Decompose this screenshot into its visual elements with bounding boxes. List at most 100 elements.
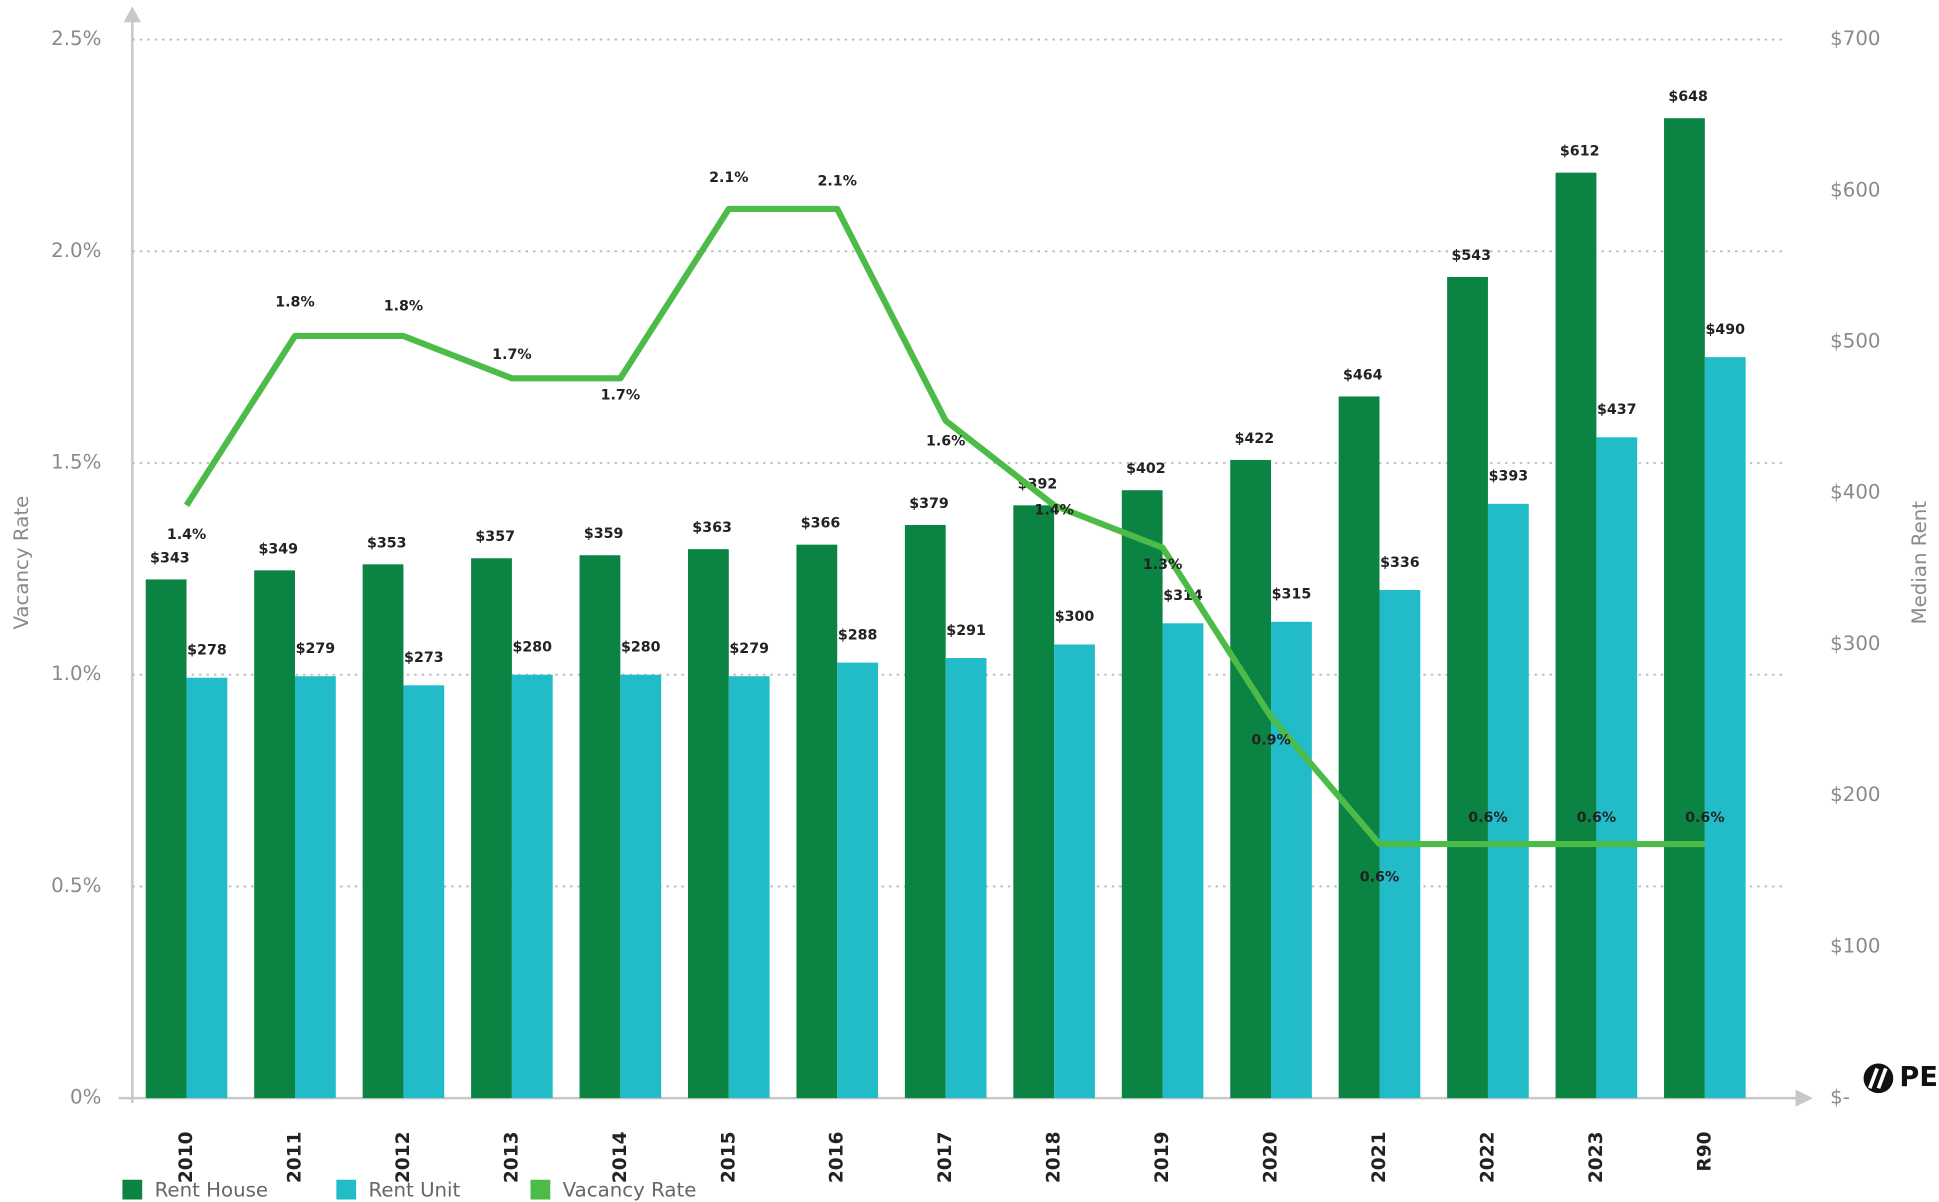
bar <box>620 674 662 1099</box>
x-tick-label: 2011 <box>284 1132 305 1184</box>
data-label: 0.6% <box>1468 810 1507 826</box>
x-tick-label: 2021 <box>1369 1132 1390 1184</box>
legend-label: Rent House <box>155 1178 269 1201</box>
x-tick-label: 2010 <box>176 1132 197 1184</box>
legend-swatch <box>336 1179 357 1200</box>
bar <box>1447 276 1488 1099</box>
bar <box>945 658 987 1099</box>
y-tick-label: 2.0% <box>51 239 101 262</box>
x-tick-label: 2014 <box>610 1131 631 1183</box>
y2-tick-label: $- <box>1830 1086 1850 1109</box>
data-label: $393 <box>1489 469 1529 485</box>
legend-label: Vacancy Rate <box>563 1178 697 1201</box>
legend-label: Rent Unit <box>369 1178 461 1201</box>
data-label: $280 <box>621 639 661 655</box>
bar <box>471 558 512 1099</box>
bar <box>728 676 770 1099</box>
y-tick-label: 0% <box>70 1086 101 1109</box>
y-tick-label: 1.5% <box>51 450 101 473</box>
logo-mark <box>1868 1067 1888 1089</box>
y2-tick-label: $500 <box>1830 330 1880 353</box>
data-label: 1.8% <box>384 298 423 314</box>
y2-tick-label: $600 <box>1830 178 1880 201</box>
logo-text: PE <box>1899 1062 1938 1093</box>
y-tick-label: 2.5% <box>51 27 101 50</box>
x-tick-label: 2020 <box>1261 1132 1282 1184</box>
y-axis-title: Vacancy Rate <box>10 496 33 630</box>
y2-tick-label: $100 <box>1830 934 1880 957</box>
data-label: 1.7% <box>601 388 640 404</box>
data-label: $315 <box>1272 587 1312 603</box>
bar <box>837 662 879 1099</box>
bar <box>1596 437 1638 1099</box>
bar <box>186 677 228 1099</box>
data-label: 1.7% <box>492 347 531 363</box>
data-label: $357 <box>475 529 515 545</box>
bar <box>1230 459 1272 1099</box>
data-label: $353 <box>367 535 407 551</box>
x-tick-label: 2019 <box>1152 1132 1173 1184</box>
legend-swatch <box>122 1179 143 1200</box>
bar <box>1664 118 1705 1099</box>
bar <box>1013 505 1055 1099</box>
line <box>183 205 1705 848</box>
data-label: $291 <box>946 623 986 639</box>
data-label: 0.6% <box>1577 810 1616 826</box>
y2-tick-label: $400 <box>1830 481 1880 504</box>
x-axis-arrow <box>1795 1089 1813 1107</box>
data-label: $288 <box>838 627 878 643</box>
x-tick-label: 2023 <box>1586 1132 1607 1184</box>
bar <box>1162 623 1204 1099</box>
data-label: $336 <box>1380 555 1420 571</box>
data-label: 1.6% <box>926 434 965 450</box>
y2-tick-label: $300 <box>1830 632 1880 655</box>
x-tick-label: 2012 <box>393 1132 414 1184</box>
y-axis-arrow <box>123 6 141 23</box>
x-tick-label: 2018 <box>1044 1132 1065 1184</box>
y2-axis-title: Median Rent <box>1908 501 1931 625</box>
brand-logo: PE <box>1863 1062 1938 1094</box>
data-label: $279 <box>296 641 336 657</box>
bar <box>687 549 729 1099</box>
data-label: $363 <box>692 520 732 536</box>
x-tick-label: 2017 <box>935 1132 956 1184</box>
bar <box>1121 490 1163 1099</box>
bar <box>1704 357 1746 1099</box>
legend-swatch <box>530 1179 551 1200</box>
data-label: 2.1% <box>818 174 857 190</box>
x-tick-label: R90 <box>1694 1132 1715 1172</box>
bar <box>511 674 553 1099</box>
y-tick-label: 0.5% <box>51 874 101 897</box>
data-label: $280 <box>513 639 553 655</box>
bar <box>579 555 621 1099</box>
data-label: $612 <box>1560 144 1600 160</box>
bar <box>403 685 445 1099</box>
bar <box>796 544 838 1099</box>
bar <box>294 676 336 1099</box>
data-label: $359 <box>584 526 624 542</box>
data-label: $543 <box>1451 248 1491 264</box>
data-label: $437 <box>1597 402 1637 418</box>
data-label: $402 <box>1126 461 1166 477</box>
data-label: 1.4% <box>167 527 206 543</box>
x-tick-label: 2013 <box>501 1132 522 1184</box>
data-label: $490 <box>1705 322 1745 338</box>
data-label: 2.1% <box>709 170 748 186</box>
y-tick-label: 1.0% <box>51 662 101 685</box>
bar <box>1338 396 1380 1099</box>
data-label: $349 <box>259 541 299 557</box>
data-label: $366 <box>801 516 841 532</box>
data-label: $379 <box>909 496 949 512</box>
data-label: 0.9% <box>1251 733 1290 749</box>
bar <box>145 579 187 1099</box>
bar <box>254 570 295 1099</box>
data-label: 1.3% <box>1143 557 1182 573</box>
logo-icon <box>1863 1063 1894 1094</box>
data-label: $278 <box>187 643 227 659</box>
bar <box>1054 644 1095 1099</box>
data-label: 0.6% <box>1360 869 1399 885</box>
bar <box>1555 172 1597 1099</box>
data-label: 1.4% <box>1034 502 1073 518</box>
